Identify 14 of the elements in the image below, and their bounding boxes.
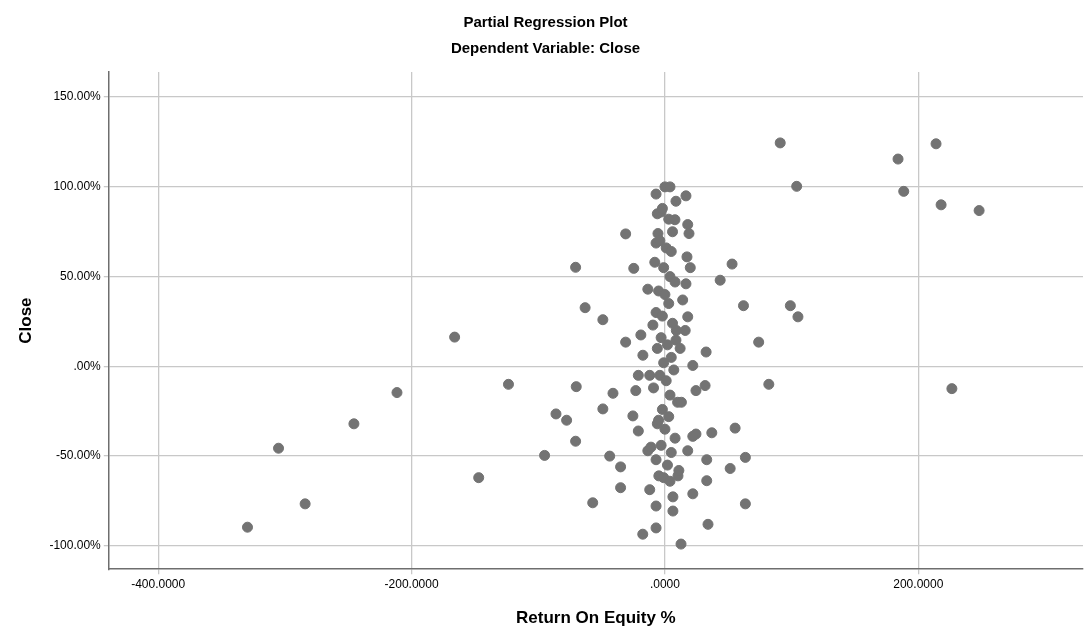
y-tick-label: 100.00% bbox=[53, 179, 102, 194]
x-tick-label: -400.0000 bbox=[131, 576, 186, 591]
x-tick-label: -200.0000 bbox=[384, 576, 439, 591]
chart-subtitle: Dependent Variable: Close bbox=[450, 39, 641, 57]
y-tick-label: -100.00% bbox=[49, 538, 102, 553]
y-tick-label: .00% bbox=[73, 358, 102, 373]
x-axis-title: Return On Equity % bbox=[516, 608, 676, 628]
y-tick-label: 150.00% bbox=[53, 89, 102, 104]
y-tick-label: -50.00% bbox=[56, 448, 102, 463]
y-tick-label: 50.00% bbox=[60, 268, 102, 283]
y-axis-title: Close bbox=[15, 297, 35, 344]
x-tick-label: 200.0000 bbox=[893, 576, 944, 591]
chart-title: Partial Regression Plot bbox=[463, 13, 628, 31]
x-tick-label: .0000 bbox=[649, 576, 681, 591]
